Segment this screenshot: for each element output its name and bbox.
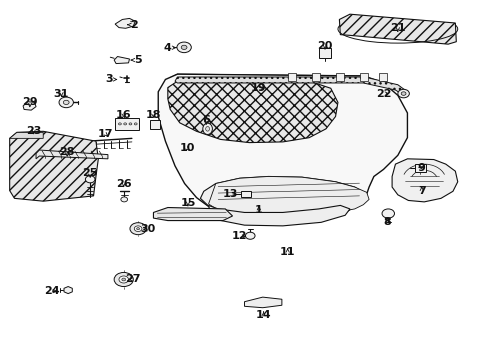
Text: 2: 2 — [127, 20, 138, 30]
Polygon shape — [10, 131, 98, 201]
Polygon shape — [115, 18, 135, 28]
Polygon shape — [153, 207, 232, 221]
Text: 22: 22 — [375, 89, 390, 99]
Text: 6: 6 — [202, 115, 210, 125]
Text: 17: 17 — [98, 129, 113, 139]
Circle shape — [245, 232, 255, 239]
Text: 4: 4 — [163, 43, 175, 53]
Polygon shape — [10, 132, 43, 138]
Circle shape — [123, 123, 126, 125]
Polygon shape — [114, 57, 129, 64]
Text: 16: 16 — [116, 110, 131, 120]
Circle shape — [121, 197, 127, 202]
Text: 31: 31 — [54, 89, 69, 99]
Circle shape — [59, 97, 73, 108]
Text: 30: 30 — [140, 224, 155, 234]
Text: 1: 1 — [254, 205, 262, 215]
Text: 26: 26 — [116, 179, 131, 189]
Circle shape — [181, 45, 186, 49]
Circle shape — [134, 123, 137, 125]
Ellipse shape — [203, 123, 212, 135]
Text: 21: 21 — [389, 23, 405, 33]
Polygon shape — [170, 74, 368, 83]
Circle shape — [129, 123, 132, 125]
Text: 11: 11 — [279, 247, 295, 257]
Bar — [240, 190, 251, 197]
Bar — [359, 73, 367, 81]
Text: 23: 23 — [26, 126, 41, 136]
Circle shape — [137, 228, 139, 230]
Bar — [378, 73, 386, 81]
Text: 5: 5 — [131, 55, 142, 65]
Circle shape — [177, 42, 191, 53]
Text: 24: 24 — [44, 286, 60, 296]
Polygon shape — [64, 287, 72, 294]
Circle shape — [119, 276, 128, 283]
Circle shape — [397, 89, 408, 98]
Ellipse shape — [205, 127, 209, 131]
Bar — [311, 73, 320, 81]
Bar — [414, 165, 425, 171]
Bar — [115, 118, 139, 130]
Circle shape — [63, 100, 69, 104]
Polygon shape — [391, 159, 457, 202]
Text: 8: 8 — [383, 217, 390, 227]
Text: 15: 15 — [180, 198, 195, 208]
Circle shape — [114, 273, 133, 287]
Bar — [149, 120, 160, 129]
Circle shape — [400, 92, 405, 95]
Text: 14: 14 — [255, 310, 271, 320]
Circle shape — [381, 209, 394, 218]
Bar — [335, 73, 344, 81]
Text: 13: 13 — [222, 189, 237, 199]
Text: 19: 19 — [250, 83, 266, 93]
Circle shape — [85, 176, 95, 183]
Polygon shape — [244, 297, 281, 308]
Polygon shape — [200, 176, 366, 222]
Text: 7: 7 — [417, 186, 425, 195]
Circle shape — [122, 278, 125, 281]
Text: 12: 12 — [231, 231, 247, 242]
Text: 3: 3 — [105, 75, 116, 85]
Bar — [287, 73, 296, 81]
Text: 9: 9 — [417, 163, 425, 173]
Polygon shape — [175, 77, 407, 96]
Text: 25: 25 — [82, 168, 98, 178]
Text: 28: 28 — [60, 147, 75, 157]
Bar — [318, 48, 330, 58]
Polygon shape — [36, 150, 108, 159]
Polygon shape — [208, 176, 368, 216]
Text: 27: 27 — [125, 274, 141, 284]
Text: 18: 18 — [145, 110, 161, 120]
Text: 29: 29 — [22, 98, 38, 107]
Polygon shape — [167, 81, 337, 143]
Circle shape — [130, 223, 146, 235]
Circle shape — [118, 123, 121, 125]
Polygon shape — [158, 74, 407, 224]
Circle shape — [134, 226, 142, 231]
Polygon shape — [23, 102, 36, 110]
Polygon shape — [339, 14, 455, 44]
Polygon shape — [208, 206, 349, 226]
Text: 10: 10 — [179, 143, 194, 153]
Text: 20: 20 — [317, 41, 332, 51]
